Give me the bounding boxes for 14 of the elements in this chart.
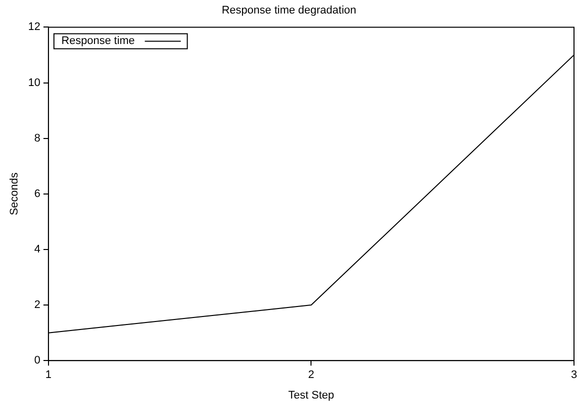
y-tick-label: 4 <box>34 244 40 256</box>
y-tick-label: 0 <box>34 354 40 367</box>
y-tick-label: 2 <box>34 299 40 312</box>
y-tick-label: 8 <box>34 132 40 144</box>
y-tick-label: 10 <box>28 76 40 89</box>
chart-title: Response time degradation <box>222 4 356 17</box>
x-tick-label: 3 <box>570 369 578 382</box>
x-tick-label: 1 <box>45 369 52 382</box>
y-axis-title: Seconds <box>8 172 21 216</box>
legend-label: Response time <box>61 35 135 48</box>
x-axis-title: Test Step <box>288 389 334 402</box>
x-tick-label: 2 <box>308 369 314 382</box>
y-tick-label: 6 <box>34 188 40 200</box>
y-tick-label: 12 <box>28 21 40 34</box>
